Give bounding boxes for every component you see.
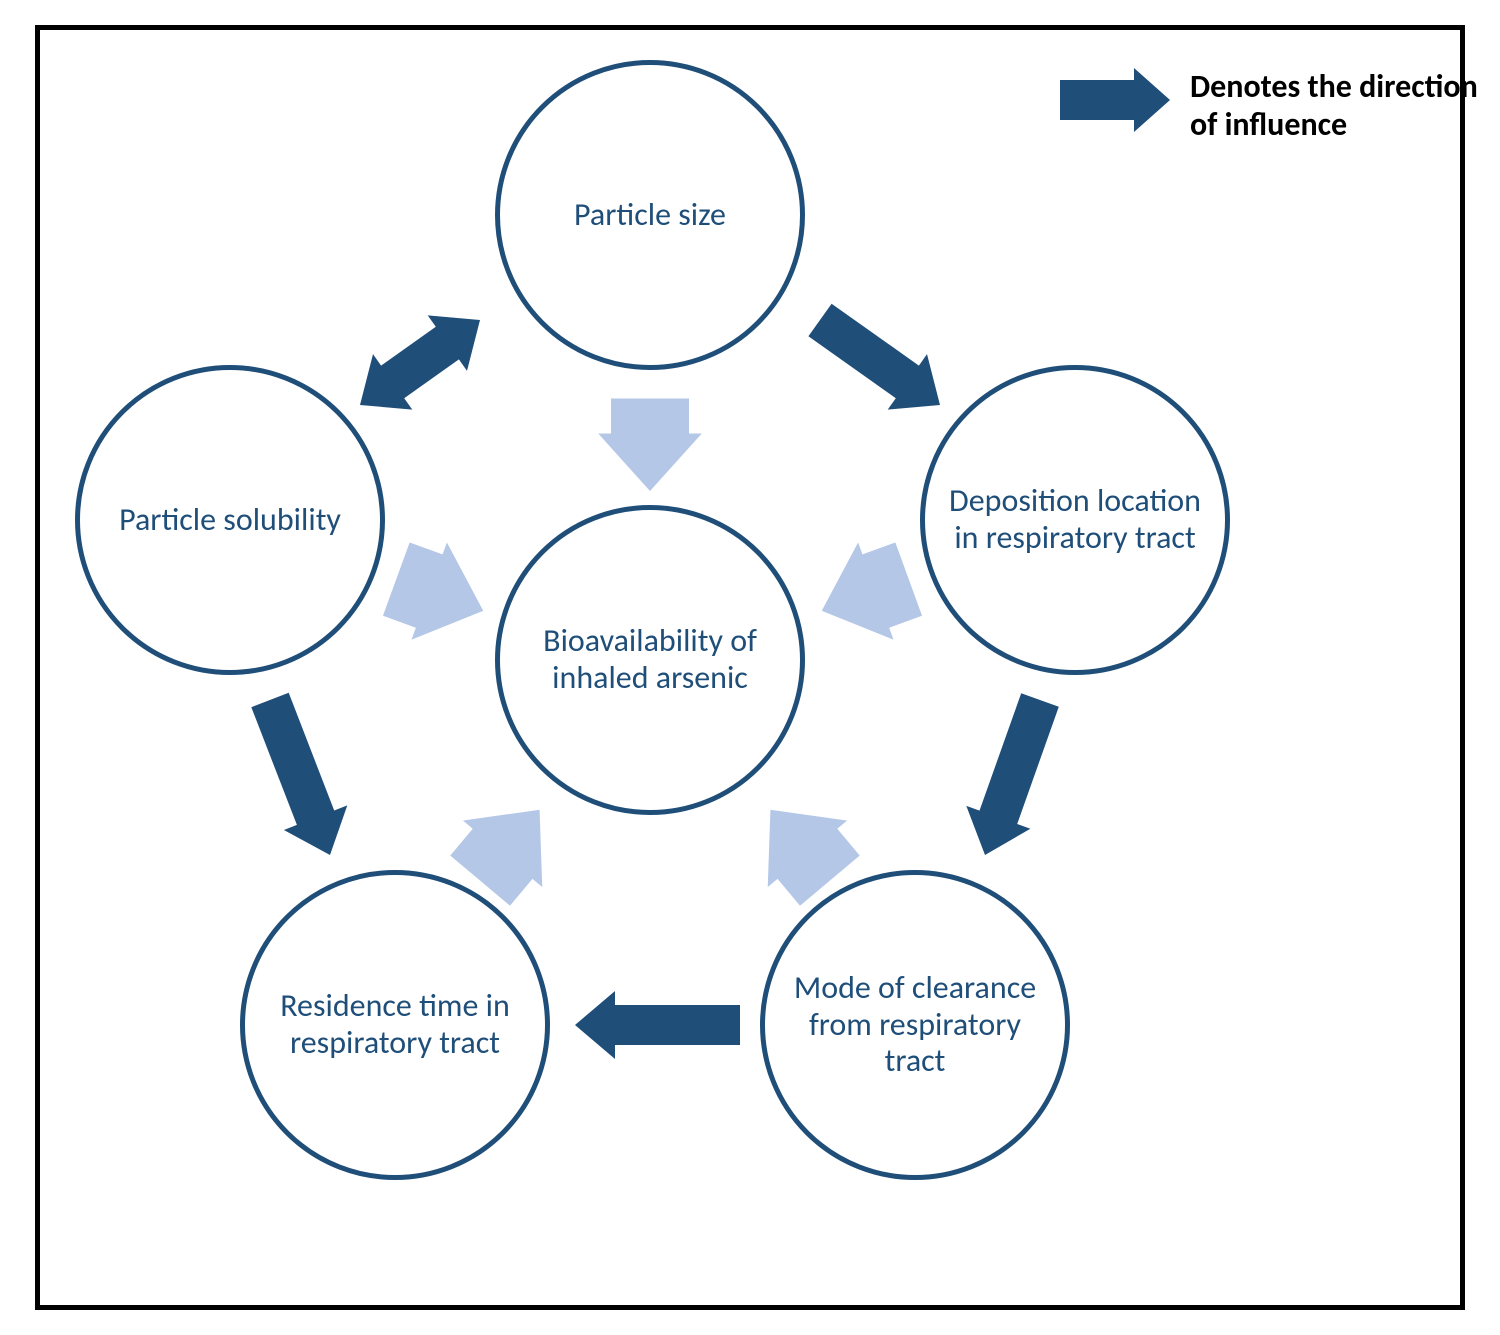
node-clearance: Mode of clearance from respiratory tract — [760, 870, 1070, 1180]
legend-label: Denotes the directionof influence — [1190, 68, 1478, 145]
node-solubility: Particle solubility — [75, 365, 385, 675]
node-deposition: Deposition location in respiratory tract — [920, 365, 1230, 675]
node-center: Bioavailability of inhaled arsenic — [495, 505, 805, 815]
node-particle-size: Particle size — [495, 60, 805, 370]
diagram-canvas: { "diagram": { "type": "flowchart", "fra… — [0, 0, 1500, 1335]
node-residence: Residence time in respiratory tract — [240, 870, 550, 1180]
